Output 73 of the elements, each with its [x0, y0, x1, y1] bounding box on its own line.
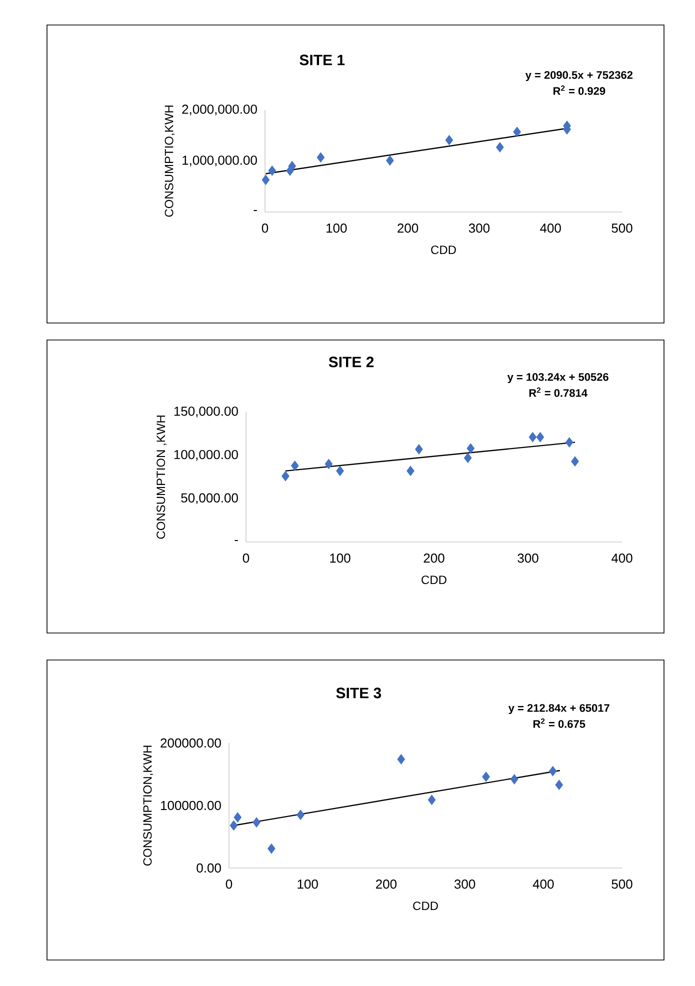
- point: [252, 817, 260, 828]
- x-tick-label: 100: [330, 554, 350, 563]
- point: [555, 780, 564, 790]
- point: [296, 810, 304, 820]
- point: [510, 774, 518, 784]
- text: y = 212.84x + 65017: [508, 704, 610, 714]
- y-tick-label: -: [234, 540, 238, 542]
- point: [316, 152, 325, 163]
- text: R$^{2}$ = 0.675: [533, 718, 586, 728]
- x-tick-label: 400: [532, 880, 554, 889]
- x-tick-label: 200: [398, 224, 418, 233]
- x-tick-label: 0: [242, 554, 250, 563]
- x-tick-label: 400: [611, 554, 632, 563]
- y-tick-label: 100000.00: [161, 800, 221, 810]
- x-tick-label: 200: [376, 880, 397, 889]
- x-axis-title: CDD: [413, 902, 438, 910]
- point: [464, 452, 472, 464]
- point: [428, 794, 436, 806]
- x-tick-label: 500: [612, 880, 632, 889]
- y-tick-label: 50,000.00: [181, 493, 238, 504]
- y-axis-title: CONSUMPTION ,KWH: [156, 416, 167, 539]
- y-tick-label: 0.00: [196, 863, 221, 873]
- x-tick-label: 300: [518, 554, 538, 563]
- y-tick-label: 150,000.00: [174, 406, 238, 418]
- y-tick-label: 1,000,000.00: [182, 156, 257, 166]
- point: [528, 432, 537, 442]
- point: [406, 466, 414, 476]
- x-tick-label: 300: [454, 880, 476, 889]
- point: [513, 126, 521, 138]
- y-tick-label: 2,000,000.00: [182, 104, 257, 116]
- point: [282, 470, 290, 482]
- point: [324, 458, 333, 470]
- point: [268, 165, 276, 176]
- point: [466, 443, 475, 454]
- y-axis-title: CONSUMPTIO,KWH: [164, 106, 175, 217]
- x-tick-label: 500: [612, 224, 632, 233]
- point: [445, 134, 454, 146]
- point: [496, 142, 504, 152]
- text: R$^{2}$ = 0.7814: [529, 387, 588, 397]
- point: [565, 437, 574, 448]
- point: [267, 843, 276, 854]
- chart-title: SITE 2: [328, 356, 374, 368]
- point: [548, 766, 557, 776]
- x-tick-label: 100: [298, 880, 318, 889]
- point: [415, 444, 423, 454]
- point: [482, 772, 490, 782]
- point: [288, 160, 296, 172]
- point: [262, 174, 270, 186]
- point: [386, 155, 394, 166]
- y-tick-label: 200000.00: [160, 738, 221, 748]
- x-axis-title: CDD: [422, 576, 446, 584]
- point: [397, 754, 406, 764]
- x-tick-label: 300: [468, 224, 490, 233]
- chart-title: SITE 1: [300, 54, 345, 66]
- point: [536, 432, 544, 442]
- y-tick-label: 100,000.00: [174, 450, 238, 461]
- x-axis-title: CDD: [431, 246, 456, 254]
- x-tick-label: 200: [424, 554, 444, 563]
- text: y = 103.24x + 50526: [507, 373, 608, 384]
- point: [230, 820, 238, 831]
- x-tick-label: 100: [326, 224, 347, 233]
- y-axis-title: CONSUMPTION,KWH: [143, 746, 154, 866]
- point: [234, 812, 242, 823]
- x-tick-label: 0: [262, 224, 268, 233]
- text: R$^{2}$ = 0.929: [553, 85, 606, 95]
- point: [290, 460, 299, 471]
- y-tick-label: -: [254, 210, 257, 212]
- x-tick-label: 400: [540, 224, 561, 233]
- x-tick-label: 0: [226, 880, 232, 889]
- point: [336, 466, 344, 476]
- chart-title: SITE 3: [336, 688, 382, 698]
- text: y = 2090.5x + 752362: [525, 71, 633, 82]
- point: [571, 456, 579, 467]
